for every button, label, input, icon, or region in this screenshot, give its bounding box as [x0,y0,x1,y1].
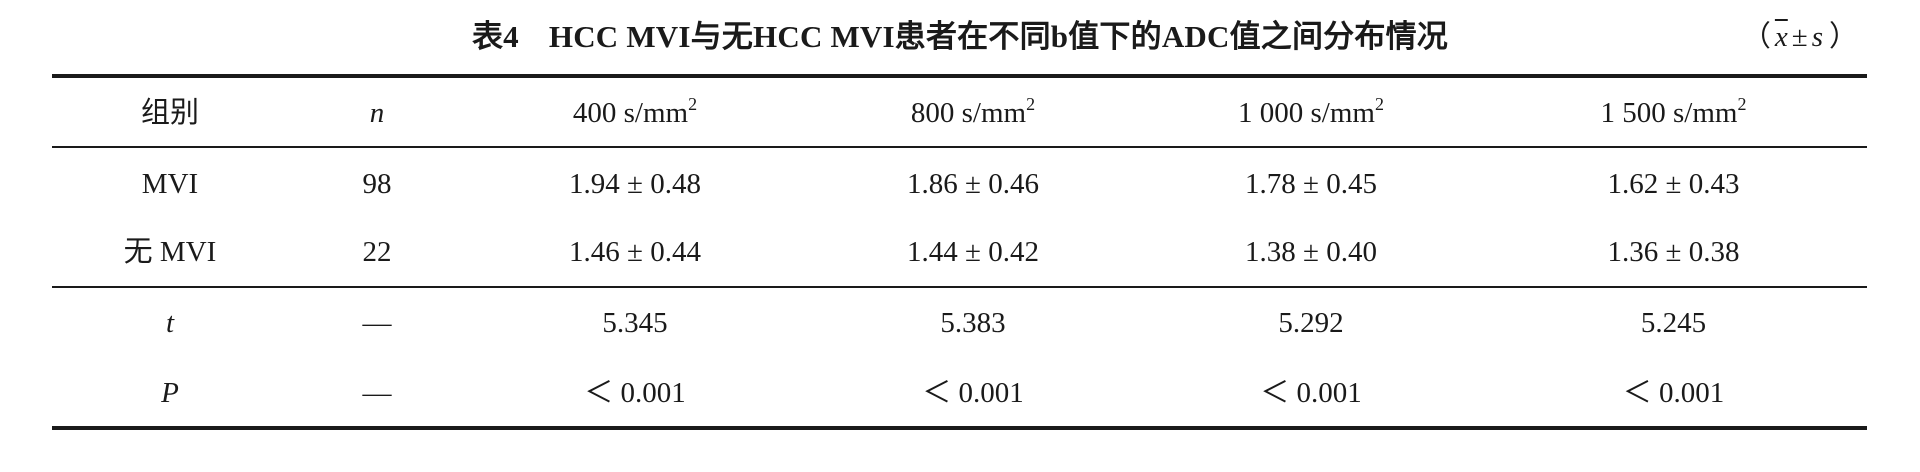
row-value: 1.94 ± 0.48 [569,168,701,200]
unit-plus-minus: ± [1791,21,1808,53]
stat-value: ＜ 0.001 [584,377,686,409]
stats-rule [52,286,1867,288]
bottom-rule [52,426,1867,430]
stat-n: — [362,377,392,409]
row-n: 22 [362,236,392,268]
stat-value: ＜ 0.001 [922,377,1024,409]
row-value: 1.62 ± 0.43 [1607,168,1740,200]
table-header-row: 组别 n 400 s/mm2 800 s/mm2 1 000 s/mm2 1 5… [52,82,1867,144]
stat-value: ＜ 0.001 [1260,377,1362,409]
row-n: 98 [362,168,392,200]
unit-close-paren: ） [1828,21,1858,53]
row-value: 1.78 ± 0.45 [1245,168,1377,200]
stat-n: — [362,307,392,339]
header-b400: 400 s/mm2 [572,94,698,129]
table-number: 表4 [471,19,519,54]
row-group: MVI [141,168,199,200]
header-b1000: 1 000 s/mm2 [1238,94,1384,129]
table-caption: 表4 HCC MVI与无HCC MVI患者在不同b值下的ADC值之间分布情况 （x… [0,12,1920,62]
table-title: 表4 HCC MVI与无HCC MVI患者在不同b值下的ADC值之间分布情况 [0,12,1920,62]
header-b1500: 1 500 s/mm2 [1600,94,1747,129]
table-row: MVI 98 1.94 ± 0.48 1.86 ± 0.46 1.78 ± 0.… [52,153,1867,215]
stat-value: 5.292 [1278,307,1344,339]
stat-label: t [165,307,175,339]
table-row: P — ＜ 0.001 ＜ 0.001 ＜ 0.001 ＜ 0.001 [52,362,1867,424]
table-row: 无 MVI 22 1.46 ± 0.44 1.44 ± 0.42 1.38 ± … [52,221,1867,283]
row-group: 无 MVI [123,236,217,268]
header-n: n [369,97,385,129]
stat-value: 5.345 [602,307,668,339]
header-b800: 800 s/mm2 [910,94,1036,129]
stat-value: 5.245 [1640,307,1707,339]
unit-open-paren: （ [1741,21,1771,53]
stat-value: 5.383 [940,307,1006,339]
stat-label: P [161,377,179,409]
header-group: 组别 [140,97,199,129]
header-rule [52,146,1867,148]
table-unit: （x ± s） [1742,12,1858,62]
row-value: 1.38 ± 0.40 [1245,236,1377,268]
unit-sd-symbol: s [1811,21,1823,53]
table-title-text: HCC MVI与无HCC MVI患者在不同b值下的ADC值之间分布情况 [548,19,1448,54]
table-row: t — 5.345 5.383 5.292 5.245 [52,292,1867,354]
row-value: 1.36 ± 0.38 [1607,236,1740,268]
row-value: 1.44 ± 0.42 [907,236,1039,268]
stat-value: ＜ 0.001 [1622,377,1725,409]
unit-mean-symbol: x [1774,21,1788,53]
top-rule [52,74,1867,78]
row-value: 1.86 ± 0.46 [907,168,1039,200]
row-value: 1.46 ± 0.44 [569,236,701,268]
